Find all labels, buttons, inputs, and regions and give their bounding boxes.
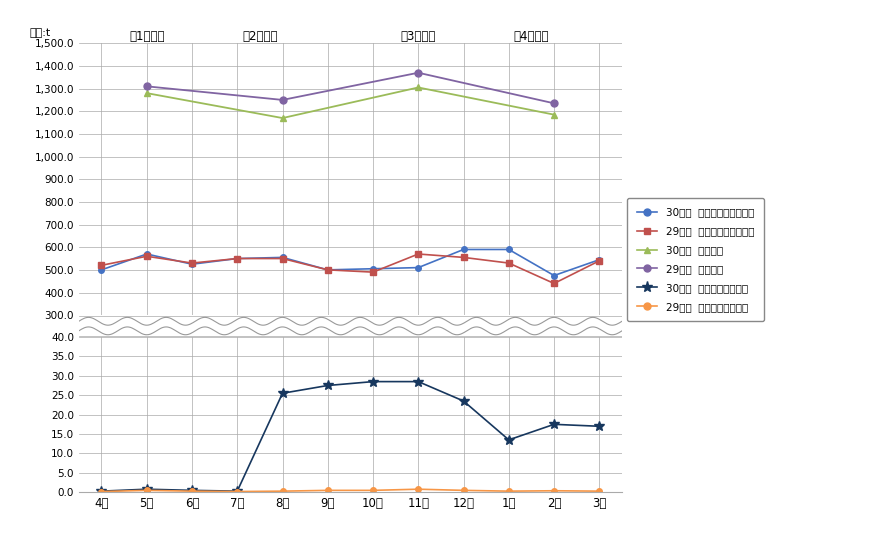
30年度  ビックアップ回収 — [277, 390, 287, 397]
Legend: 30年度  ステーション・拠点, 29年度  ステーション・拠点, 30年度  集団回収, 29年度  集団回収, 30年度  ビックアップ回収, 29年度  : 30年度 ステーション・拠点, 29年度 ステーション・拠点, 30年度 集団回… — [627, 198, 764, 321]
Line: 29年度  ステーション・拠点: 29年度 ステーション・拠点 — [99, 251, 602, 286]
29年度  集団回収 — [413, 69, 423, 76]
30年度  ステーション・拠点 — [548, 272, 559, 279]
30年度  ビックアップ回収 — [187, 487, 197, 493]
30年度  ビックアップ回収 — [504, 437, 514, 443]
29年度  集団回収 — [141, 83, 152, 90]
30年度  ビックアップ回収 — [322, 382, 333, 389]
30年度  ステーション・拠点 — [504, 246, 514, 253]
29年度  ビックアップ回収 — [413, 486, 423, 492]
30年度  ステーション・拠点 — [141, 251, 152, 258]
30年度  ステーション・拠点 — [187, 261, 197, 267]
29年度  ビックアップ回収 — [368, 487, 378, 493]
30年度  ステーション・拠点 — [594, 256, 604, 263]
29年度  ビックアップ回収 — [96, 489, 107, 495]
30年度  ビックアップ回収 — [594, 423, 604, 430]
29年度  ステーション・拠点 — [232, 255, 243, 262]
29年度  ステーション・拠点 — [277, 255, 287, 262]
29年度  ビックアップ回収 — [548, 487, 559, 494]
29年度  ステーション・拠点 — [96, 262, 107, 268]
30年度  ステーション・拠点 — [96, 267, 107, 273]
29年度  ビックアップ回収 — [141, 487, 152, 493]
30年度  ビックアップ回収 — [413, 378, 423, 385]
29年度  集団回収 — [277, 97, 287, 103]
29年度  ステーション・拠点 — [187, 260, 197, 266]
Line: 29年度  集団回収: 29年度 集団回収 — [144, 69, 557, 107]
30年度  ビックアップ回収 — [368, 378, 378, 385]
29年度  集団回収 — [548, 100, 559, 107]
30年度  集団回収 — [413, 84, 423, 91]
Text: 第1四半期: 第1四半期 — [129, 30, 165, 43]
30年度  集団回収 — [141, 90, 152, 96]
Text: 第2四半期: 第2四半期 — [242, 30, 278, 43]
29年度  ビックアップ回収 — [458, 487, 469, 493]
Line: 30年度  集団回収: 30年度 集団回収 — [144, 84, 557, 122]
Line: 29年度  ビックアップ回収: 29年度 ビックアップ回収 — [99, 486, 602, 494]
29年度  ステーション・拠点 — [368, 269, 378, 275]
29年度  ステーション・拠点 — [141, 253, 152, 260]
30年度  ステーション・拠点 — [413, 265, 423, 271]
Line: 30年度  ステーション・拠点: 30年度 ステーション・拠点 — [99, 247, 602, 278]
30年度  ビックアップ回収 — [141, 486, 152, 492]
30年度  ビックアップ回収 — [232, 488, 243, 494]
30年度  ステーション・拠点 — [458, 246, 469, 253]
30年度  集団回収 — [277, 115, 287, 121]
Line: 30年度  ビックアップ回収: 30年度 ビックアップ回収 — [96, 377, 604, 496]
30年度  ステーション・拠点 — [322, 267, 333, 273]
29年度  ステーション・拠点 — [594, 258, 604, 264]
30年度  集団回収 — [548, 111, 559, 118]
30年度  ビックアップ回収 — [96, 488, 107, 494]
29年度  ステーション・拠点 — [322, 267, 333, 273]
29年度  ステーション・拠点 — [504, 260, 514, 266]
29年度  ビックアップ回収 — [594, 488, 604, 494]
30年度  ステーション・拠点 — [368, 266, 378, 272]
30年度  ビックアップ回収 — [458, 398, 469, 404]
30年度  ステーション・拠点 — [232, 255, 243, 262]
29年度  ビックアップ回収 — [322, 487, 333, 493]
29年度  ステーション・拠点 — [548, 280, 559, 287]
Text: 単位:t: 単位:t — [30, 28, 51, 38]
30年度  ステーション・拠点 — [277, 254, 287, 261]
29年度  ビックアップ回収 — [187, 488, 197, 494]
29年度  ビックアップ回収 — [277, 488, 287, 494]
29年度  ステーション・拠点 — [413, 251, 423, 258]
Text: 第4四半期: 第4四半期 — [513, 30, 549, 43]
29年度  ビックアップ回収 — [504, 488, 514, 494]
30年度  ビックアップ回収 — [548, 421, 559, 427]
29年度  ビックアップ回収 — [232, 489, 243, 495]
29年度  ステーション・拠点 — [458, 254, 469, 261]
Text: 第3四半期: 第3四半期 — [400, 30, 436, 43]
